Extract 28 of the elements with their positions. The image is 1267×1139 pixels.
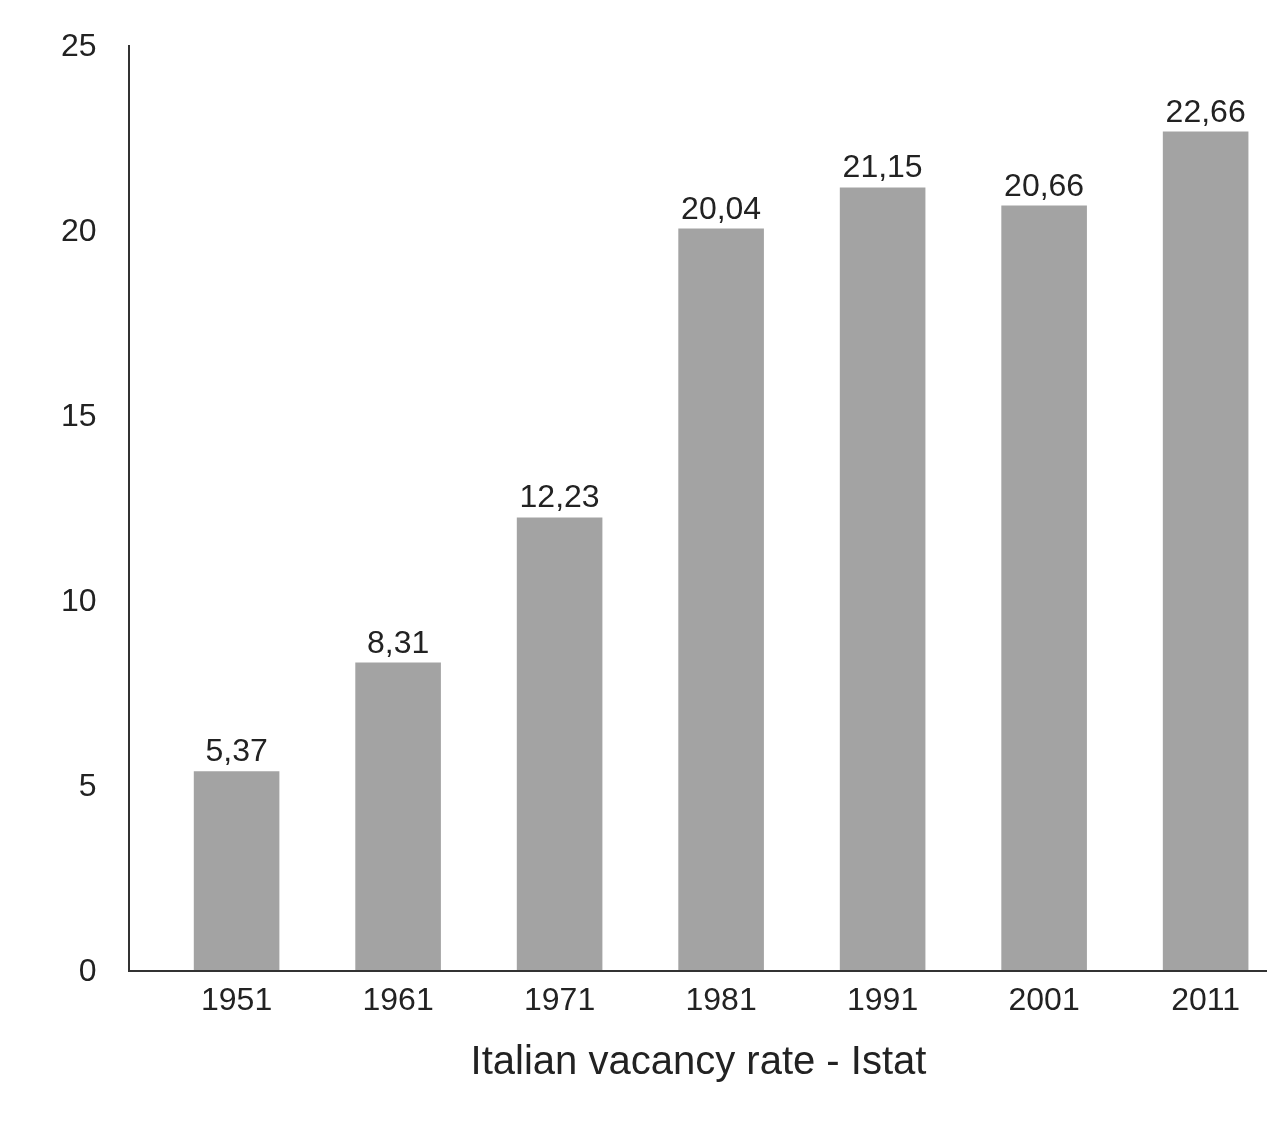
- x-tick-label: 1951: [201, 981, 273, 1018]
- x-tick-label: 2001: [1008, 981, 1080, 1018]
- x-tick-label: 1991: [847, 981, 919, 1018]
- y-tick-label: 15: [61, 397, 97, 434]
- y-tick-label: 20: [61, 212, 97, 249]
- bar: [1001, 205, 1087, 970]
- data-label: 21,15: [842, 148, 923, 185]
- data-label: 5,37: [205, 732, 268, 769]
- y-tick-label: 25: [61, 27, 97, 64]
- bar: [516, 517, 603, 970]
- x-tick-label: 2011: [1171, 981, 1241, 1018]
- data-label: 20,04: [681, 189, 762, 226]
- data-label: 22,66: [1165, 92, 1246, 129]
- data-label: 8,31: [366, 623, 430, 660]
- bar: [355, 662, 441, 970]
- y-tick-label: 5: [78, 767, 97, 804]
- y-tick-label: 10: [61, 582, 97, 619]
- x-tick-label: 1981: [685, 981, 757, 1018]
- data-label: 20,66: [1004, 166, 1085, 203]
- bar: [839, 187, 926, 970]
- bar: [193, 771, 280, 970]
- x-tick-label: 1971: [524, 981, 596, 1018]
- x-tick-label: 1961: [362, 981, 434, 1018]
- x-axis-title: Italian vacancy rate - Istat: [470, 1038, 927, 1083]
- bar: [1162, 131, 1249, 970]
- y-tick-label: 0: [78, 952, 97, 989]
- data-label: 12,23: [519, 478, 600, 515]
- bar: [678, 228, 764, 970]
